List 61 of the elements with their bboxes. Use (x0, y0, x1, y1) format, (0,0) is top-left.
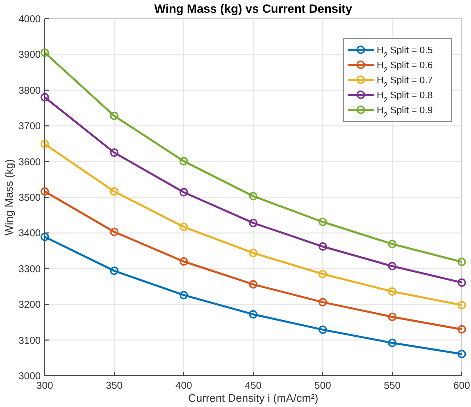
point (388, 240, 397, 249)
point (388, 262, 397, 271)
point (110, 148, 119, 158)
point (318, 298, 328, 307)
point (110, 228, 119, 236)
point (249, 310, 258, 319)
x-tick-label: 600 (454, 381, 471, 392)
point (249, 280, 258, 289)
point (40, 140, 50, 149)
point (180, 188, 188, 197)
point (180, 258, 188, 266)
point (458, 258, 466, 266)
y-tick-label: 3000 (18, 372, 42, 382)
point (458, 325, 466, 334)
point (249, 218, 258, 228)
point (318, 270, 328, 279)
point (180, 157, 188, 166)
point (388, 338, 397, 348)
point (388, 288, 397, 296)
y-tick-label: 4000 (18, 14, 42, 26)
x-tick-label: 300 (36, 381, 54, 392)
y-tick-label: 3500 (18, 193, 42, 204)
point (180, 222, 188, 232)
y-axis-title: Wing Mass (kg) (4, 159, 16, 236)
point (110, 112, 119, 120)
point (458, 350, 466, 358)
x-tick-label: 450 (245, 381, 262, 392)
chart-title: Wing Mass (kg) vs Current Density (154, 2, 353, 16)
point (318, 218, 328, 226)
y-tick-label: 3300 (18, 264, 42, 276)
y-tick-label: 3600 (18, 157, 42, 168)
point (318, 242, 328, 252)
y-tick-label: 3100 (18, 336, 42, 347)
legend-label: H$_{2}$ Split = 0.9 (377, 106, 433, 120)
point (40, 93, 50, 102)
x-tick-label: 500 (314, 381, 332, 392)
point (249, 192, 258, 201)
point (110, 188, 119, 196)
x-tick-label: 350 (106, 381, 124, 392)
y-tick-label: 3900 (18, 50, 42, 62)
point (458, 278, 466, 288)
x-tick-label: 400 (176, 381, 193, 392)
x-axis-title: Current Density i (mA/cm²) (188, 393, 319, 405)
legend-label: H$_{2}$ Split = 0.5 (377, 46, 433, 60)
y-tick-label: 3400 (18, 228, 42, 240)
y-tick-label: 3200 (18, 300, 42, 312)
point (40, 232, 50, 242)
point (249, 248, 258, 258)
point (40, 188, 50, 196)
legend-label: H$_{2}$ Split = 0.7 (377, 76, 433, 90)
point (458, 301, 466, 310)
point (318, 326, 328, 334)
legend-label: H$_{2}$ Split = 0.8 (377, 90, 433, 104)
y-tick-label: 3800 (18, 86, 42, 97)
point (40, 48, 50, 58)
point (180, 291, 188, 300)
y-tick-label: 3700 (18, 122, 42, 133)
x-tick-label: 550 (384, 381, 402, 392)
point (110, 266, 119, 276)
legend-label: H$_{2}$ Split = 0.6 (377, 60, 433, 74)
point (388, 312, 397, 322)
